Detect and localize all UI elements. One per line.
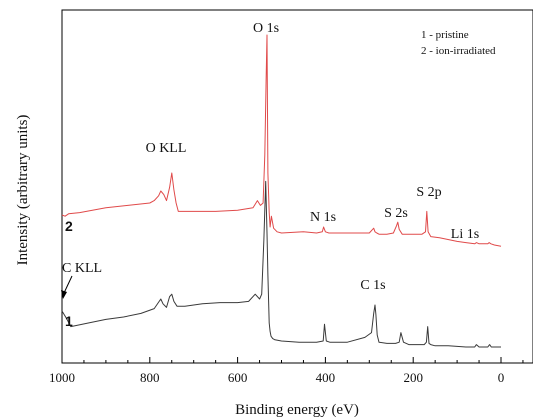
curve-label-1: 1 bbox=[65, 313, 73, 329]
annotation-o-kll: O KLL bbox=[146, 141, 187, 156]
x-tick-label-400: 400 bbox=[316, 370, 336, 385]
series-layer bbox=[61, 34, 502, 348]
x-tick-label-200: 200 bbox=[403, 370, 423, 385]
x-tick-label-600: 600 bbox=[228, 370, 248, 385]
annotation-c-1s: C 1s bbox=[360, 278, 385, 293]
series-line-2 bbox=[61, 34, 502, 247]
x-tick-label-800: 800 bbox=[140, 370, 160, 385]
curve-label-2: 2 bbox=[65, 218, 73, 234]
annotation-o-1s: O 1s bbox=[253, 21, 279, 36]
legend-entry-ion-irradiated: 2 - ion-irradiated bbox=[421, 45, 496, 57]
annotation-n-1s: N 1s bbox=[310, 210, 336, 225]
c-kll-arrow bbox=[61, 275, 73, 299]
annotation-s-2s: S 2s bbox=[384, 206, 408, 221]
legend-entry-pristine: 1 - pristine bbox=[421, 29, 469, 41]
x-axis-label: Binding energy (eV) bbox=[235, 402, 359, 418]
annotation-s-2p: S 2p bbox=[416, 185, 441, 200]
series-line-1 bbox=[61, 180, 501, 348]
y-axis-label: Intensity (arbitrary units) bbox=[15, 115, 31, 266]
annotation-c-kll: C KLL bbox=[62, 261, 102, 276]
x-axis: 1000 800 600 400 200 0 bbox=[49, 357, 524, 385]
x-tick-label-1000: 1000 bbox=[49, 370, 75, 385]
annotation-li-1s: Li 1s bbox=[451, 227, 479, 242]
plot-frame bbox=[61, 9, 533, 364]
x-tick-label-0: 0 bbox=[498, 370, 505, 385]
